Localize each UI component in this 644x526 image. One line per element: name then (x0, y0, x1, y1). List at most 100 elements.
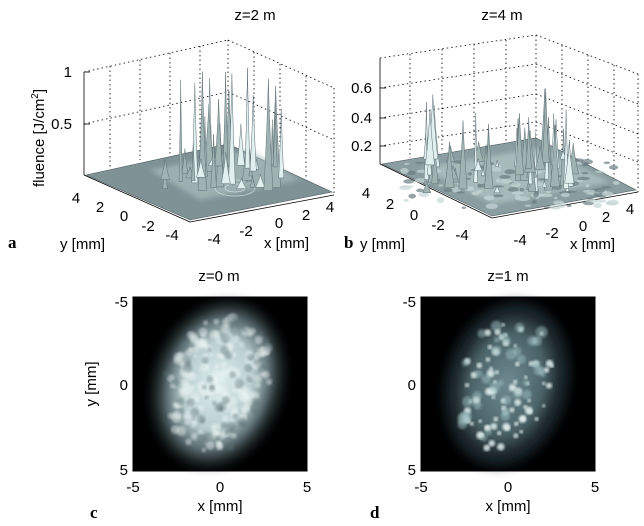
panel-a-xtick: 0 (275, 215, 283, 232)
speckle-spot (197, 404, 205, 412)
speckle-spot (238, 419, 248, 429)
panel-a-xtick: -2 (239, 223, 252, 240)
speckle-spot (206, 376, 214, 384)
panel-b-spikes (422, 88, 579, 194)
speckle-spot (237, 391, 247, 401)
panel-c-ylabel: y [mm] (83, 362, 100, 407)
panel-d-xtick: 0 (504, 479, 512, 496)
surface-spike (484, 128, 494, 189)
speckle-spot (229, 371, 237, 378)
speckle-spot (209, 384, 215, 390)
surface-ripple (510, 182, 521, 187)
speckle-spot (196, 441, 204, 449)
speckle-spot (523, 405, 528, 410)
surface-ripple (594, 199, 607, 203)
surface-ripple (403, 198, 409, 202)
panel-a-ytick: -2 (141, 218, 154, 235)
speckle-spot (176, 397, 185, 406)
panel-b-title: z=4 m (481, 7, 522, 24)
surface-ripple (519, 188, 525, 192)
speckle-spot (513, 344, 517, 348)
surface-ripple (485, 203, 498, 210)
panel-d-letter: d (370, 503, 380, 522)
panel-d-speckle (457, 320, 554, 452)
speckle-spot (255, 382, 261, 388)
speckle-spot (214, 435, 221, 442)
surface-spike (235, 177, 248, 189)
panel-b-letter: b (344, 233, 353, 252)
speckle-spot (193, 353, 198, 359)
surface-ripple (612, 180, 620, 185)
speckle-spot (539, 370, 546, 378)
speckle-spot (221, 415, 230, 423)
panel-c-title: z=0 m (198, 268, 239, 285)
surface-spike (550, 124, 560, 188)
panel-b-ytick: 4 (362, 185, 370, 202)
surface-ripple (517, 196, 530, 202)
surface-ripple (560, 192, 570, 198)
speckle-spot (513, 379, 518, 385)
speckle-spot (167, 412, 175, 419)
speckle-spot (487, 344, 493, 350)
speckle-spot (183, 386, 193, 396)
speckle-spot (257, 330, 264, 337)
speckle-spot (520, 416, 526, 422)
surface-spike (514, 113, 525, 176)
panel-b-frame (379, 34, 639, 219)
speckle-spot (476, 362, 483, 369)
panel-a: z=2 m (8, 7, 335, 253)
speckle-spot (461, 411, 473, 422)
panel-a-ytick: 4 (72, 190, 80, 207)
surface-ripple (531, 200, 537, 204)
panel-b-ytick: 0 (410, 207, 418, 224)
panel-c-xtick: 0 (216, 479, 224, 496)
surface-spike (249, 95, 257, 172)
speckle-spot (170, 425, 180, 434)
speckle-spot (472, 391, 482, 401)
panel-a-spikes (160, 68, 285, 192)
surface-ripple (406, 170, 416, 175)
panel-c-xtick: -5 (126, 479, 139, 496)
panel-b-ztick-0.6: 0.6 (351, 80, 372, 97)
surface-ripple (493, 185, 504, 188)
surface-ripple (585, 184, 590, 188)
speckle-spot (535, 326, 548, 339)
surface-spike (480, 167, 486, 177)
surface-ripple (582, 189, 597, 193)
speckle-spot (241, 326, 247, 332)
surface-ripple (451, 186, 461, 193)
speckle-spot (229, 418, 235, 424)
speckle-spot (513, 433, 519, 439)
speckle-spot (185, 438, 192, 446)
panel-b-ytick: -2 (431, 217, 444, 234)
surface-spike (444, 141, 455, 188)
speckle-spot (489, 366, 493, 371)
surface-spike (525, 117, 532, 169)
speckle-spot (501, 323, 506, 327)
panel-a-xtick: 4 (326, 199, 334, 216)
speckle-spot (191, 346, 199, 354)
panel-b-xtick: 4 (626, 201, 634, 218)
surface-spike (473, 158, 483, 171)
surface-ripple (404, 162, 410, 165)
surface-ripple (499, 174, 511, 179)
speckle-spot (477, 329, 486, 338)
speckle-spot (254, 374, 262, 383)
surface-ripple (601, 186, 612, 189)
speckle-spot (227, 444, 234, 451)
panel-d-image (421, 297, 595, 471)
surface-ripple (566, 204, 572, 208)
surface-spike (263, 78, 274, 192)
surface-ripple (461, 206, 467, 209)
speckle-spot (489, 381, 501, 393)
panel-b-ztick-0.4: 0.4 (351, 110, 372, 127)
speckle-spot (226, 314, 236, 324)
surface-spike (495, 159, 500, 167)
speckle-spot (493, 416, 499, 422)
speckle-spot (251, 397, 261, 407)
speckle-spot (229, 405, 239, 415)
surface-ripple (436, 197, 445, 204)
panel-a-xtick: 2 (302, 207, 310, 224)
speckle-spot (474, 369, 483, 378)
speckle-spot (220, 361, 227, 368)
